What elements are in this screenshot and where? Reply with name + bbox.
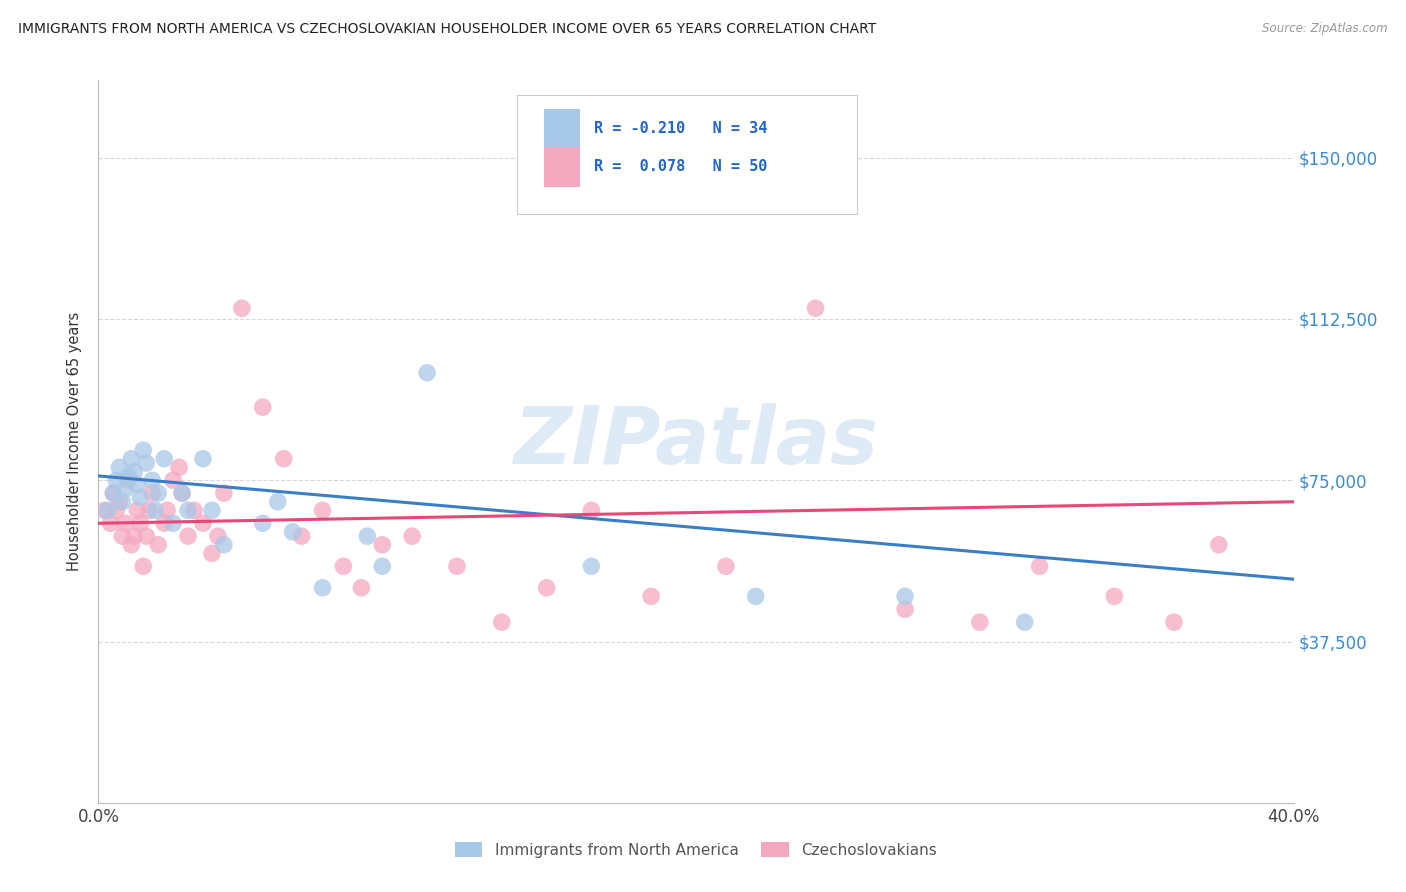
Point xyxy=(108,494,131,508)
Point xyxy=(1014,615,1036,630)
Point xyxy=(172,486,194,500)
Point xyxy=(191,516,214,531)
Point xyxy=(129,491,152,505)
Point xyxy=(1208,538,1230,552)
Point xyxy=(291,529,314,543)
Point xyxy=(135,529,157,543)
Point xyxy=(120,538,142,552)
Point xyxy=(98,516,122,531)
Point xyxy=(311,503,333,517)
Point xyxy=(117,469,139,483)
Point xyxy=(804,301,827,316)
Point xyxy=(894,590,917,604)
Point xyxy=(191,451,214,466)
Point xyxy=(127,503,149,517)
Point xyxy=(273,451,295,466)
Point xyxy=(111,529,134,543)
Legend: Immigrants from North America, Czechoslovakians: Immigrants from North America, Czechoslo… xyxy=(449,836,943,863)
Point xyxy=(96,503,118,517)
Point xyxy=(127,477,149,491)
Point xyxy=(117,473,139,487)
Point xyxy=(1104,590,1126,604)
Point xyxy=(132,443,155,458)
Point xyxy=(172,486,194,500)
Point xyxy=(177,529,200,543)
Point xyxy=(148,538,170,552)
Point xyxy=(114,482,136,496)
Point xyxy=(132,559,155,574)
Point xyxy=(350,581,373,595)
Point xyxy=(138,503,160,517)
Point xyxy=(167,460,190,475)
Point xyxy=(103,486,125,500)
Text: Source: ZipAtlas.com: Source: ZipAtlas.com xyxy=(1263,22,1388,36)
Point xyxy=(156,503,179,517)
Point xyxy=(1028,559,1050,574)
Point xyxy=(93,503,115,517)
Point xyxy=(356,529,378,543)
Point xyxy=(105,473,128,487)
Point xyxy=(894,602,917,616)
Point xyxy=(212,486,235,500)
Point xyxy=(252,516,274,531)
Point xyxy=(153,451,176,466)
Point xyxy=(143,503,166,517)
Point xyxy=(581,559,603,574)
Point xyxy=(108,460,131,475)
Text: ZIPatlas: ZIPatlas xyxy=(513,402,879,481)
Point xyxy=(231,301,253,316)
Point xyxy=(120,451,142,466)
Point xyxy=(153,516,176,531)
Point xyxy=(114,516,136,531)
Point xyxy=(491,615,513,630)
Text: IMMIGRANTS FROM NORTH AMERICA VS CZECHOSLOVAKIAN HOUSEHOLDER INCOME OVER 65 YEAR: IMMIGRANTS FROM NORTH AMERICA VS CZECHOS… xyxy=(18,22,876,37)
Point xyxy=(640,590,662,604)
Point xyxy=(141,486,163,500)
Point xyxy=(135,456,157,470)
Point xyxy=(371,538,394,552)
Point xyxy=(162,516,184,531)
Point xyxy=(311,581,333,595)
Point xyxy=(1163,615,1185,630)
Point xyxy=(714,559,737,574)
Point xyxy=(969,615,991,630)
Point xyxy=(267,494,290,508)
Bar xyxy=(544,109,581,149)
Text: R = -0.210   N = 34: R = -0.210 N = 34 xyxy=(595,121,768,136)
Point xyxy=(401,529,423,543)
Y-axis label: Householder Income Over 65 years: Householder Income Over 65 years xyxy=(67,312,83,571)
Point xyxy=(201,503,224,517)
Point xyxy=(177,503,200,517)
Point xyxy=(148,486,170,500)
Point xyxy=(105,503,128,517)
Point xyxy=(124,529,146,543)
Point xyxy=(111,494,134,508)
Text: R =  0.078   N = 50: R = 0.078 N = 50 xyxy=(595,160,768,175)
Point xyxy=(141,473,163,487)
Point xyxy=(332,559,354,574)
Point xyxy=(207,529,229,543)
Point xyxy=(536,581,558,595)
Point xyxy=(252,400,274,414)
Point xyxy=(103,486,125,500)
Bar xyxy=(544,147,581,186)
Point xyxy=(281,524,304,539)
Point xyxy=(124,465,146,479)
FancyBboxPatch shape xyxy=(517,95,858,214)
Point xyxy=(416,366,439,380)
Point xyxy=(446,559,468,574)
Point xyxy=(212,538,235,552)
Point xyxy=(162,473,184,487)
Point xyxy=(129,516,152,531)
Point xyxy=(183,503,205,517)
Point xyxy=(581,503,603,517)
Point xyxy=(371,559,394,574)
Point xyxy=(201,546,224,560)
Point xyxy=(745,590,768,604)
